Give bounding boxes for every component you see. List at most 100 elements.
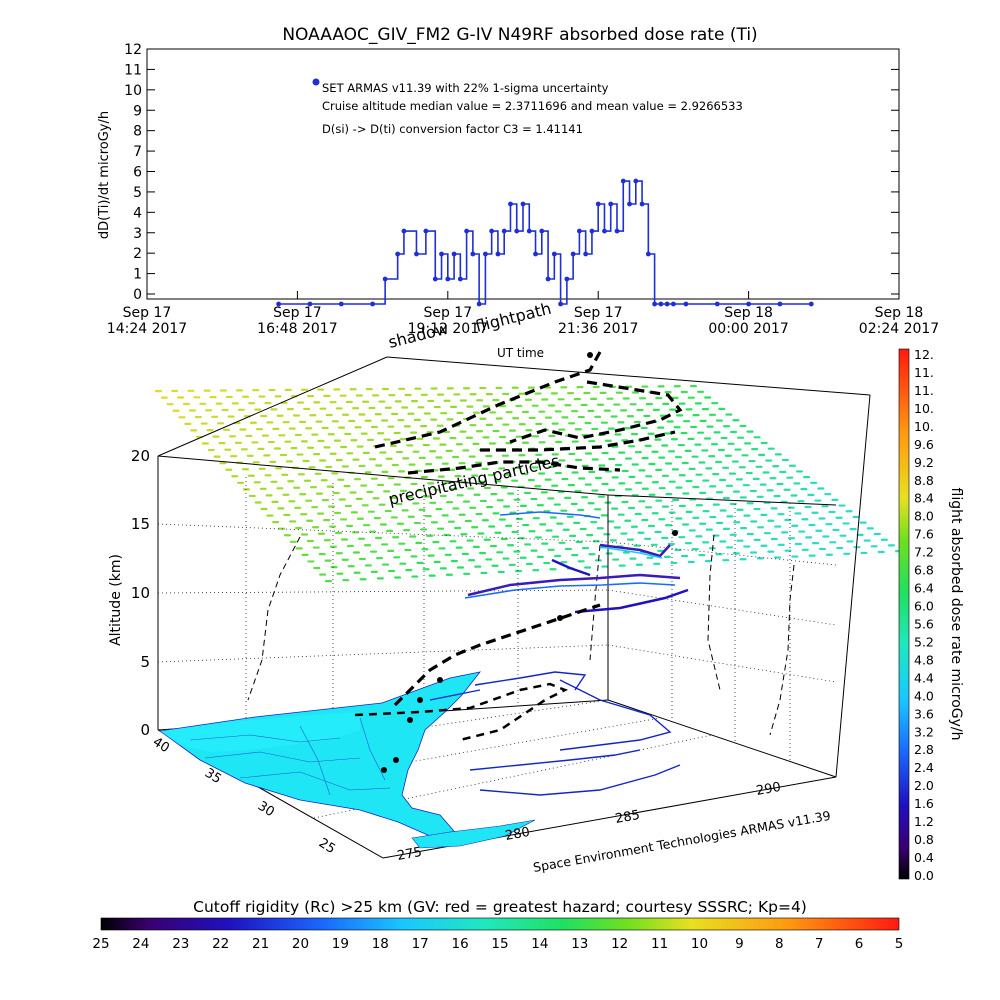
particle-mark (225, 395, 233, 399)
particle-mark (319, 459, 327, 462)
particle-mark (378, 503, 386, 506)
particle-mark (277, 507, 285, 510)
particle-mark (292, 414, 300, 417)
particle-mark (713, 431, 721, 434)
particle-mark (709, 485, 717, 488)
particle-mark (284, 440, 292, 443)
dose-rate-tick-label: 7.6 (914, 527, 934, 542)
particle-mark (531, 404, 539, 407)
particle-mark (354, 478, 362, 481)
particle-mark (734, 448, 742, 451)
particle-mark (597, 495, 605, 498)
data-point (577, 228, 582, 234)
particle-mark (515, 435, 523, 438)
particle-mark (318, 552, 326, 556)
particle-mark (248, 402, 256, 405)
particle-mark (585, 452, 592, 455)
particle-mark (390, 516, 398, 519)
particle-mark (239, 428, 247, 431)
particle-mark (329, 452, 337, 455)
particle-mark (475, 512, 483, 516)
data-point (451, 251, 457, 257)
particle-mark (797, 500, 805, 503)
particle-mark (736, 539, 744, 542)
latitude-tick-label: 35 (202, 766, 224, 787)
particle-mark (364, 419, 372, 422)
particle-mark (750, 551, 758, 554)
particle-mark (325, 413, 333, 417)
particle-mark (651, 481, 659, 484)
particle-mark (648, 462, 656, 466)
particle-mark (661, 536, 669, 540)
particle-mark (391, 412, 399, 416)
particle-mark (557, 398, 565, 401)
particle-mark (856, 533, 864, 536)
particle-mark (476, 399, 484, 402)
particle-mark (715, 419, 723, 422)
particle-mark (708, 413, 716, 416)
particle-mark (489, 411, 497, 414)
particle-mark (653, 562, 661, 565)
particle-mark (781, 531, 789, 534)
particle-mark (821, 505, 829, 508)
particle-mark (286, 408, 294, 411)
particle-mark (731, 460, 739, 463)
particle-mark (741, 454, 749, 457)
particle-mark (393, 431, 401, 435)
particle-mark (641, 487, 649, 490)
particle-mark (347, 565, 355, 568)
dose-rate-colorbar-label: flight absorbed dose rate microGy/h (948, 488, 964, 741)
particle-mark (432, 541, 440, 544)
chart-title: NOAAAOC_GIV_FM2 G-IV N49RF absorbed dose… (282, 25, 757, 45)
particle-mark (454, 526, 462, 530)
particle-mark (306, 519, 314, 522)
particle-mark (777, 543, 785, 546)
particle-mark (866, 527, 874, 530)
particle-mark (399, 438, 407, 441)
particle-mark (360, 432, 368, 435)
particle-mark (560, 509, 568, 512)
particle-mark (319, 573, 327, 576)
particle-mark (375, 464, 383, 467)
particle-mark (369, 458, 377, 461)
particle-mark (554, 554, 562, 558)
particle-mark (445, 573, 453, 576)
particle-mark (461, 552, 469, 556)
particle-mark (695, 473, 703, 476)
particle-mark (732, 552, 740, 555)
particle-mark (459, 399, 467, 402)
particle-mark (825, 523, 833, 526)
particle-mark (271, 500, 279, 503)
particle-mark (724, 454, 732, 457)
particle-mark (403, 529, 411, 532)
particle-mark (454, 475, 462, 478)
particle-mark (381, 543, 389, 546)
latitude-tick-label: 40 (150, 735, 172, 756)
particle-mark (552, 535, 560, 538)
rigidity-tick-label: 14 (531, 936, 548, 952)
particle-mark (564, 547, 572, 551)
particle-mark (312, 526, 320, 529)
y-tick-label: 0 (133, 287, 142, 303)
particle-mark (289, 540, 297, 543)
particle-mark (779, 470, 787, 474)
particle-mark (477, 480, 485, 483)
data-point (664, 301, 670, 307)
particle-mark (288, 427, 296, 430)
rigidity-tick-label: 8 (775, 936, 784, 952)
particle-mark (584, 483, 592, 486)
particle-mark (551, 484, 559, 487)
particle-mark (567, 484, 575, 487)
particle-mark (327, 433, 335, 436)
particle-mark (561, 416, 569, 419)
particle-mark (671, 396, 679, 399)
particle-mark (278, 527, 286, 530)
particle-mark (500, 537, 508, 541)
particle-mark (485, 392, 493, 396)
particle-mark (352, 551, 360, 554)
particle-mark (272, 427, 280, 430)
particle-mark (212, 435, 220, 438)
particle-mark (845, 510, 853, 513)
